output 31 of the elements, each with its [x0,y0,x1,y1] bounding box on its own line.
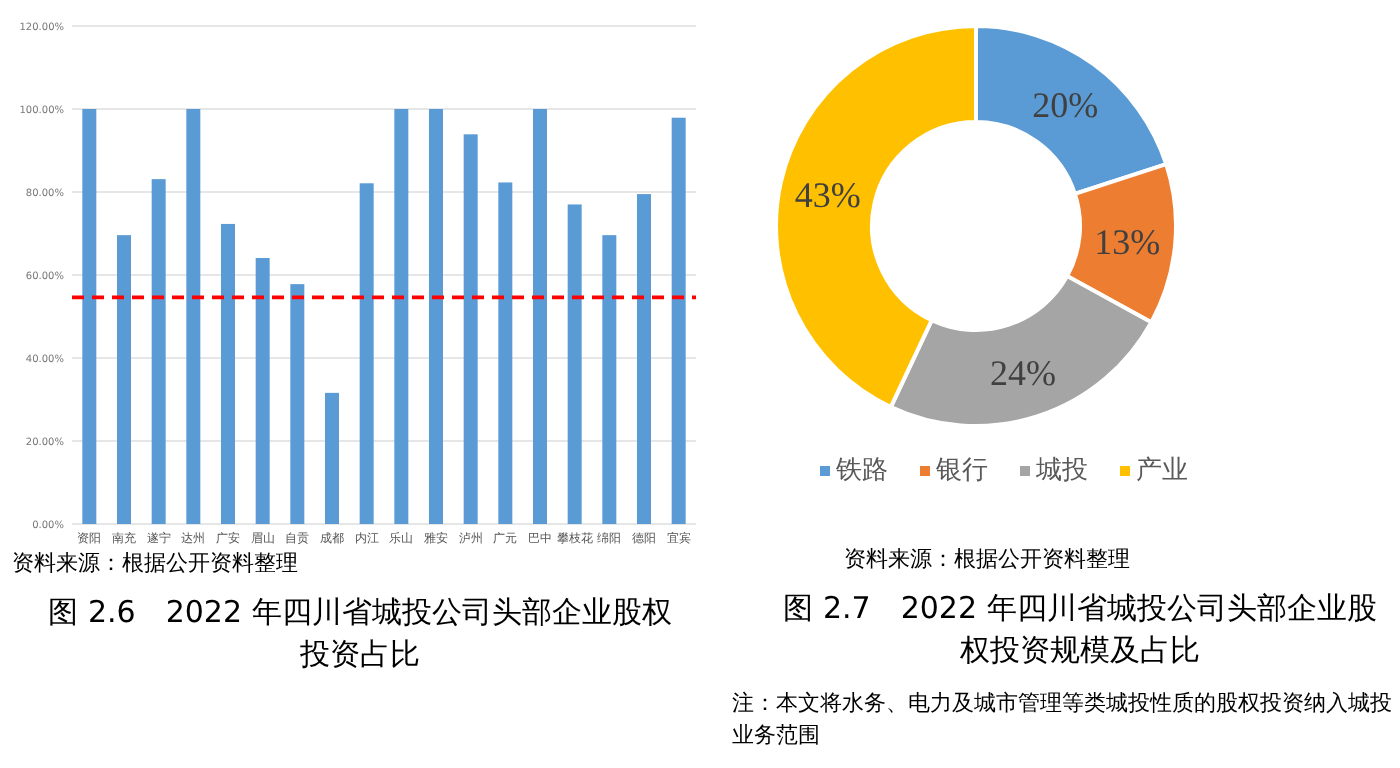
bar [671,117,686,524]
bar [602,235,617,524]
text: 资料来源：根据公开资料整理 [12,548,298,578]
bar [221,223,235,524]
text: 图 2.6 2022 年四川省城投公司头部企业股权投资占比 [46,592,674,676]
data-label: 24% [989,352,1056,393]
bar [82,109,97,524]
legend-label: 产业 [1136,456,1188,486]
legend-label: 银行 [934,456,988,486]
bar [325,392,339,524]
bar [290,284,305,524]
bar [186,109,201,524]
bar [463,134,478,524]
data-label: 20% [1032,85,1099,126]
bar [255,257,270,524]
bar [359,183,374,524]
text: 注：本文将水务、电力及城市管理等类城投性质的股权投资纳入城投业务范围 [732,688,1392,752]
bar [394,109,409,524]
data-label: 13% [1094,222,1161,263]
text: 资料来源：根据公开资料整理 [844,544,1130,574]
bar [567,204,582,524]
bar [117,235,131,524]
bar [637,194,651,524]
bar [429,109,443,524]
data-label: 43% [794,174,861,215]
legend-label: 铁路 [834,456,888,486]
legend-label: 城投 [1034,456,1088,486]
bar [498,182,513,524]
bar [533,109,547,524]
text: 图 2.7 2022 年四川省城投公司头部企业股权投资规模及占比 [781,588,1379,672]
bar [151,179,166,524]
